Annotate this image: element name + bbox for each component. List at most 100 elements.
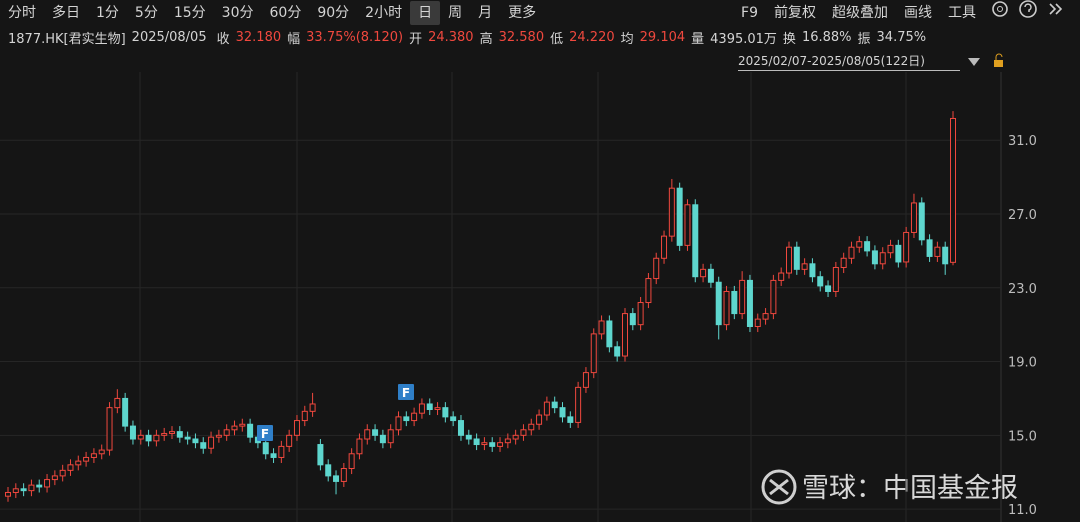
- candle-body: [473, 438, 480, 446]
- quote-bar: 1877.HK[君实生物] 2025/08/05 收 32.180 幅 33.75%…: [8, 27, 1080, 47]
- candle-body: [418, 403, 425, 414]
- watermark: 雪球：中国基金报: [761, 469, 1018, 505]
- candle-body: [856, 241, 863, 248]
- candle-body: [270, 453, 277, 458]
- candle-body: [309, 403, 316, 412]
- tool-button[interactable]: 前复权: [774, 5, 816, 21]
- candle-body: [12, 488, 19, 493]
- candle-body: [293, 420, 300, 436]
- candle-body: [731, 290, 738, 315]
- tool-button[interactable]: 工具: [948, 5, 976, 21]
- candle-body: [169, 431, 176, 434]
- candle-body: [176, 431, 183, 438]
- candle-body: [676, 187, 683, 246]
- candle-body: [83, 456, 90, 462]
- candle-body: [44, 479, 51, 488]
- candle-body: [512, 434, 519, 440]
- period-tab[interactable]: 多日: [52, 5, 80, 21]
- period-tab[interactable]: 日: [410, 1, 441, 25]
- candle-body: [543, 401, 550, 416]
- event-marker: [398, 384, 414, 400]
- candle-body: [20, 488, 27, 492]
- candle-body: [387, 429, 394, 444]
- candle-body: [536, 414, 543, 425]
- candle-body: [36, 484, 43, 488]
- value: 24.220: [569, 29, 615, 45]
- candle-body: [348, 453, 355, 470]
- candle-body: [559, 407, 566, 418]
- symbol: 1877.HK[君实生物]: [8, 31, 126, 47]
- toolbar: 分时 多日 1分 5分 15分 30分 60分 90分 2小时日周月更多 F9 前复权 超级叠加 画线工…: [0, 0, 1080, 26]
- label: 高: [479, 31, 493, 47]
- candle-body: [497, 442, 504, 447]
- lock-icon: [994, 60, 1003, 67]
- candle-body: [809, 263, 816, 278]
- candle-body: [598, 320, 605, 335]
- candle-body: [739, 279, 746, 315]
- candle-body: [871, 250, 878, 265]
- candle-body: [590, 333, 597, 374]
- period-tab[interactable]: 30分: [221, 5, 254, 21]
- period-tab[interactable]: 1分: [96, 5, 119, 21]
- icons[interactable]: [984, 0, 1080, 27]
- y-tick-label: 27.0: [1008, 208, 1037, 223]
- candle-body: [208, 436, 215, 449]
- period-tab[interactable]: 2小时: [365, 5, 403, 21]
- candle-body: [403, 416, 410, 422]
- candle-body: [668, 187, 675, 237]
- candle-body: [114, 397, 121, 409]
- y-tick-label: 31.0: [1008, 134, 1037, 149]
- period-tab[interactable]: 60分: [269, 5, 302, 21]
- period-tab[interactable]: 周: [448, 5, 463, 21]
- candle-body: [793, 246, 800, 270]
- tool-button[interactable]: F9: [741, 5, 758, 21]
- candle-body: [51, 475, 58, 481]
- candle-body: [653, 257, 660, 280]
- candle-body: [778, 272, 785, 281]
- candle-body: [356, 438, 363, 455]
- candle-body: [59, 469, 66, 477]
- candle-body: [411, 412, 418, 422]
- candle-body: [200, 442, 207, 449]
- candle-body: [504, 438, 511, 444]
- period-tab[interactable]: 15分: [173, 5, 206, 21]
- period-tab[interactable]: 月: [478, 5, 493, 21]
- tool-button[interactable]: 超级叠加: [832, 5, 888, 21]
- candle-body: [746, 279, 753, 328]
- candle-body: [879, 252, 886, 265]
- candle-body: [481, 442, 488, 446]
- candle-body: [129, 425, 136, 440]
- value: 4395.01万: [710, 31, 777, 47]
- value: 32.180: [235, 29, 282, 45]
- candle-body: [645, 278, 652, 304]
- watermark-text: 雪球：中国基金报: [802, 473, 1018, 504]
- candle-body: [621, 313, 628, 357]
- candle-body: [450, 416, 457, 422]
- candle-body: [786, 246, 792, 274]
- period-tab[interactable]: 更多: [508, 5, 537, 21]
- candle-body: [582, 372, 589, 388]
- y-tick-label: 11.0: [1008, 503, 1037, 518]
- period-tab[interactable]: 分时: [8, 5, 36, 21]
- period-tab[interactable]: 5分: [134, 5, 158, 21]
- candle-body: [67, 464, 74, 471]
- candle-body: [770, 279, 777, 315]
- candle-body: [5, 491, 11, 497]
- candle-body: [910, 202, 917, 233]
- y-tick-label: 19.0: [1008, 356, 1037, 371]
- tool-button[interactable]: 画线: [904, 5, 932, 21]
- candle-body: [614, 346, 621, 357]
- candle-body: [684, 204, 691, 246]
- candle-body: [247, 423, 254, 438]
- candle-body: [340, 468, 347, 482]
- dropdown-icon: [968, 58, 980, 66]
- period-tab[interactable]: 90分: [317, 5, 350, 21]
- value: 29.104: [639, 29, 686, 45]
- label: 量: [691, 31, 705, 47]
- candle-body: [707, 268, 714, 283]
- candle-body: [817, 276, 824, 287]
- candle-body: [262, 442, 269, 455]
- event-marker: [257, 425, 273, 441]
- period[interactable]: 2025/02/07-2025/08/05(122日): [738, 52, 960, 71]
- candle-body: [950, 117, 957, 263]
